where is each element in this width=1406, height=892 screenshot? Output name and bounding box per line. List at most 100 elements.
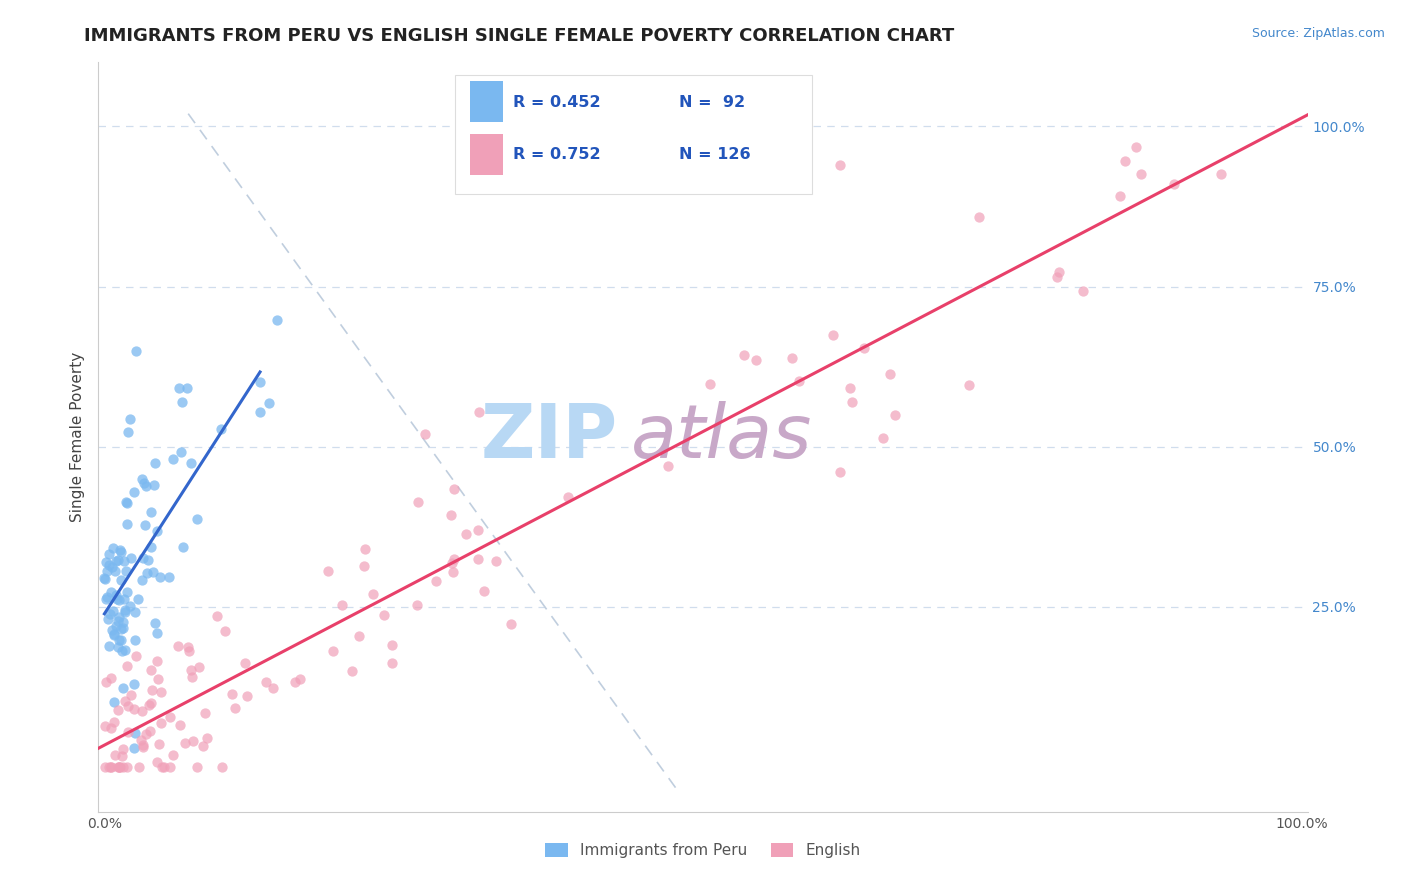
Point (98, 760, 121, 774)
Point (110, 573, 132, 587)
Point (141, 696, 163, 710)
Point (872, 431, 894, 445)
Point (180, 456, 202, 470)
Point (150, 760, 173, 774)
Point (103, 695, 125, 709)
Point (557, 490, 579, 504)
Point (104, 588, 127, 602)
Point (108, 760, 131, 774)
Point (112, 615, 135, 630)
Point (1211, 167, 1233, 181)
Point (100, 722, 122, 736)
Point (115, 496, 138, 510)
Point (205, 608, 228, 623)
Point (131, 551, 153, 566)
Point (454, 527, 477, 541)
Point (132, 739, 155, 754)
Point (221, 687, 243, 701)
Point (967, 210, 990, 224)
Point (93, 571, 115, 585)
Point (316, 564, 339, 578)
Point (266, 312, 288, 326)
Point (117, 760, 139, 774)
Point (121, 550, 143, 565)
Point (1163, 177, 1185, 191)
Bar (470, 81, 503, 122)
Point (172, 541, 194, 555)
Point (115, 585, 138, 599)
Point (353, 559, 375, 574)
Point (186, 511, 208, 525)
Point (149, 685, 172, 699)
Point (128, 760, 150, 774)
Point (114, 605, 136, 619)
Point (841, 394, 863, 409)
Point (139, 724, 162, 739)
Point (129, 733, 152, 747)
Point (159, 760, 181, 774)
Point (94, 760, 117, 774)
Point (169, 718, 191, 732)
Point (124, 726, 146, 740)
Point (381, 638, 404, 652)
Point (124, 632, 146, 647)
Point (322, 644, 344, 658)
Point (107, 614, 129, 628)
Point (1046, 270, 1069, 285)
Point (284, 674, 307, 689)
Point (108, 760, 131, 774)
Point (139, 540, 162, 554)
Point (839, 381, 862, 395)
Point (152, 760, 174, 774)
Point (194, 706, 217, 720)
Point (406, 598, 429, 612)
Point (167, 639, 190, 653)
Point (263, 681, 285, 695)
Point (110, 632, 132, 647)
Point (110, 622, 132, 636)
Point (120, 688, 142, 702)
Point (143, 616, 166, 631)
Point (782, 351, 804, 365)
Point (138, 698, 160, 712)
Point (1047, 265, 1070, 279)
Point (830, 158, 852, 172)
Point (104, 564, 127, 578)
Point (107, 633, 129, 648)
Bar (470, 134, 503, 175)
Point (115, 564, 138, 578)
Point (112, 554, 135, 568)
Point (233, 657, 256, 671)
Point (170, 445, 193, 459)
Point (100, 607, 122, 622)
Point (108, 760, 131, 774)
Point (879, 367, 901, 381)
Text: ZIP: ZIP (481, 401, 619, 474)
Point (214, 624, 236, 638)
Point (425, 574, 447, 588)
Point (373, 608, 395, 623)
Point (97, 639, 120, 653)
Point (467, 523, 489, 537)
Point (131, 573, 153, 587)
Point (112, 591, 135, 606)
Point (468, 405, 491, 419)
Point (406, 495, 429, 509)
Point (332, 598, 354, 612)
Point (142, 565, 165, 579)
Point (209, 422, 232, 436)
Point (107, 592, 129, 607)
Point (443, 551, 465, 566)
Point (195, 731, 218, 745)
Point (472, 583, 495, 598)
Point (353, 541, 375, 556)
Point (103, 626, 125, 640)
Point (114, 694, 136, 708)
Point (97, 612, 120, 626)
Point (108, 610, 131, 624)
Point (120, 412, 142, 426)
Point (108, 542, 131, 557)
Point (167, 381, 190, 395)
Point (440, 556, 463, 570)
Point (157, 570, 180, 584)
